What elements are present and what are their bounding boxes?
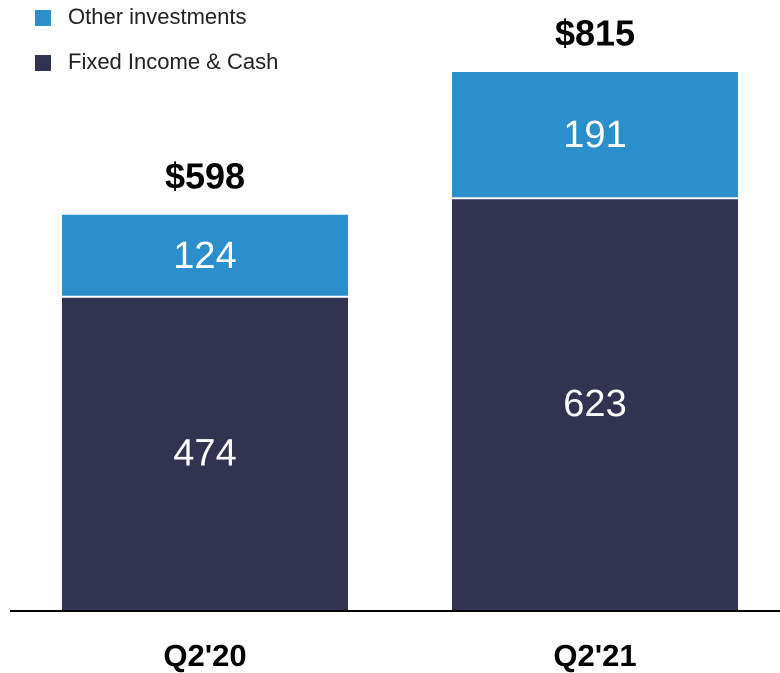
segment-label: 191 bbox=[563, 114, 626, 156]
legend-swatch bbox=[35, 10, 51, 26]
bar-segment bbox=[452, 72, 738, 199]
segment-label: 124 bbox=[173, 235, 236, 277]
segment-label: 623 bbox=[563, 383, 626, 425]
bar-segment bbox=[62, 214, 348, 297]
legend-swatch bbox=[35, 55, 51, 71]
total-label: $815 bbox=[555, 13, 635, 54]
bar-segment bbox=[62, 296, 348, 610]
segment-label: 474 bbox=[173, 432, 236, 474]
bar-segment bbox=[452, 198, 738, 610]
x-tick-label: Q2'21 bbox=[553, 638, 636, 673]
total-label: $598 bbox=[165, 155, 245, 196]
x-tick-label: Q2'20 bbox=[163, 638, 246, 673]
legend-label: Fixed Income & Cash bbox=[68, 49, 278, 74]
legend-label: Other investments bbox=[68, 4, 247, 29]
